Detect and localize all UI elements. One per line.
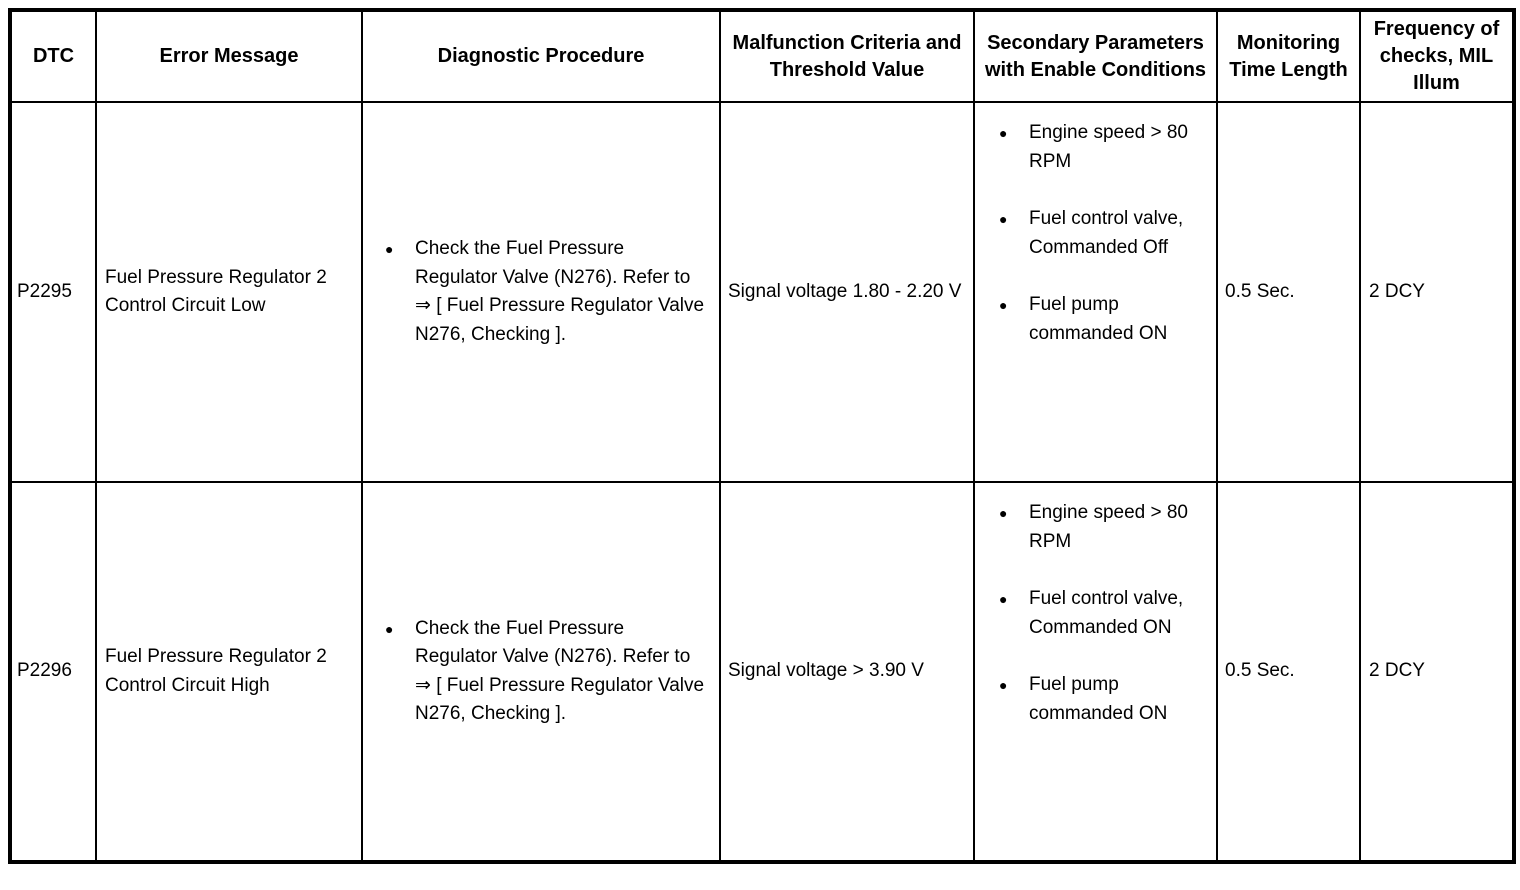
header-cell-dtc: DTC: [9, 9, 97, 103]
diagnostic-step-text: Check the Fuel Pressure Regulator Valve …: [415, 238, 705, 345]
secondary-parameters-cell: ● Engine speed > 80 RPM ● Fuel control v…: [973, 481, 1218, 863]
dtc-table: DTC Error Message Diagnostic Procedure M…: [8, 8, 1516, 864]
header-cell-secondary-parameters: Secondary Parameters with Enable Conditi…: [973, 9, 1218, 103]
header-cell-diagnostic-procedure: Diagnostic Procedure: [361, 9, 721, 103]
bullet-icon: ●: [999, 505, 1008, 521]
diagnostic-step-text: Check the Fuel Pressure Regulator Valve …: [415, 617, 705, 725]
malfunction-criteria-cell: Signal voltage 1.80 - 2.20 V: [719, 101, 975, 483]
bullet-icon: ●: [385, 241, 394, 257]
list-item: ● Engine speed > 80 RPM: [997, 499, 1208, 556]
bullet-icon: ●: [999, 677, 1008, 693]
list-item: ● Check the Fuel Pressure Regulator Valv…: [383, 615, 711, 729]
table-row: P2295 Fuel Pressure Regulator 2 Control …: [9, 101, 1515, 483]
table-row: P2296 Fuel Pressure Regulator 2 Control …: [9, 481, 1515, 863]
header-cell-monitoring-time: Monitoring Time Length: [1216, 9, 1361, 103]
header-cell-frequency: Frequency of checks, MIL Illum: [1359, 9, 1515, 103]
header-cell-malfunction-criteria: Malfunction Criteria and Threshold Value: [719, 9, 975, 103]
diagnostic-procedure-cell: ● Check the Fuel Pressure Regulator Valv…: [361, 481, 721, 863]
list-item: ● Fuel control valve, Commanded ON: [997, 585, 1208, 642]
monitoring-time-cell: 0.5 Sec.: [1216, 101, 1361, 483]
malfunction-criteria-cell: Signal voltage > 3.90 V: [719, 481, 975, 863]
header-cell-error-message: Error Message: [95, 9, 363, 103]
frequency-cell: 2 DCY: [1359, 101, 1515, 483]
secondary-parameter-text: Fuel pump commanded ON: [1029, 294, 1168, 344]
error-message-cell: Fuel Pressure Regulator 2 Control Circui…: [95, 101, 363, 483]
list-item: ● Check the Fuel Pressure Regulator Valv…: [383, 235, 711, 349]
secondary-parameters-cell: ● Engine speed > 80 RPM ● Fuel control v…: [973, 101, 1218, 483]
dtc-cell: P2295: [9, 101, 97, 483]
error-message-cell: Fuel Pressure Regulator 2 Control Circui…: [95, 481, 363, 863]
bullet-icon: ●: [999, 211, 1008, 227]
secondary-parameter-text: Engine speed > 80 RPM: [1029, 502, 1188, 552]
list-item: ● Fuel control valve, Commanded Off: [997, 205, 1208, 262]
monitoring-time-cell: 0.5 Sec.: [1216, 481, 1361, 863]
list-item: ● Fuel pump commanded ON: [997, 671, 1208, 728]
bullet-icon: ●: [385, 620, 394, 637]
table-header-row: DTC Error Message Diagnostic Procedure M…: [9, 9, 1515, 103]
secondary-parameter-text: Fuel control valve, Commanded ON: [1029, 588, 1184, 638]
secondary-parameter-text: Fuel control valve, Commanded Off: [1029, 208, 1184, 258]
bullet-icon: ●: [999, 591, 1008, 607]
list-item: ● Fuel pump commanded ON: [997, 291, 1208, 348]
secondary-parameter-text: Engine speed > 80 RPM: [1029, 122, 1188, 172]
frequency-cell: 2 DCY: [1359, 481, 1515, 863]
bullet-icon: ●: [999, 125, 1008, 141]
diagnostic-procedure-cell: ● Check the Fuel Pressure Regulator Valv…: [361, 101, 721, 483]
list-item: ● Engine speed > 80 RPM: [997, 119, 1208, 176]
dtc-cell: P2296: [9, 481, 97, 863]
secondary-parameter-text: Fuel pump commanded ON: [1029, 674, 1168, 724]
bullet-icon: ●: [999, 297, 1008, 313]
